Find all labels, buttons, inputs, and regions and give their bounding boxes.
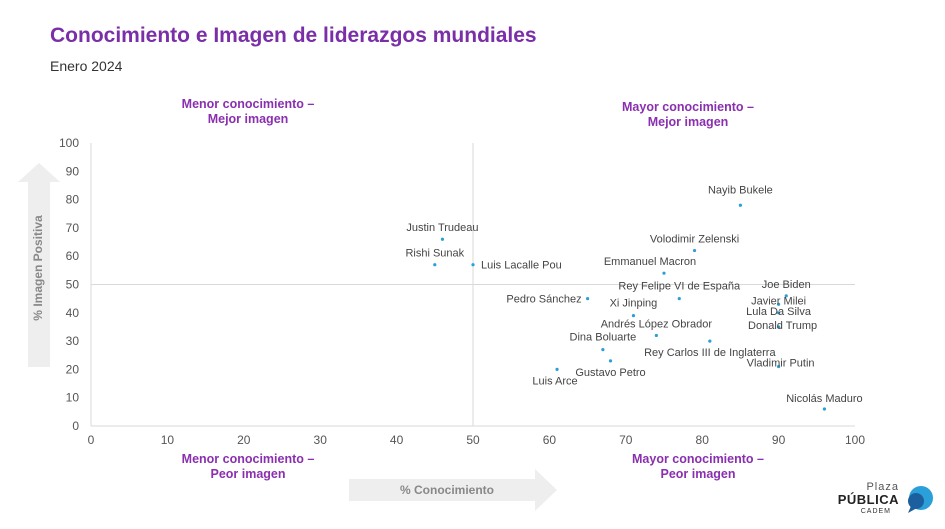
x-tick-label: 60 [543,433,557,447]
data-point [440,237,445,241]
y-tick-label: 40 [66,306,80,320]
x-tick-label: 80 [696,433,710,447]
y-axis-label: % Imagen Positiva [31,215,45,321]
data-point [777,302,781,306]
data-point [662,271,666,275]
data-point-label: Rey Felipe VI de España [618,281,741,293]
data-point [784,294,788,298]
data-point [822,407,827,411]
data-point [777,311,781,315]
speech-bubble-icon [908,486,933,513]
y-axis-arrow [18,163,60,367]
data-point-label: Xi Jinping [610,298,658,310]
page-title: Conocimiento e Imagen de liderazgos mund… [50,24,537,47]
y-tick-label: 30 [66,334,80,348]
x-tick-label: 90 [772,433,786,447]
quadrant-label-bottom-right: Mayor conocimiento – Peor imagen [632,452,764,481]
data-point-label: Volodimir Zelenski [650,234,739,246]
y-tick-label: 50 [66,278,80,292]
data-point-label: Justin Trudeau [406,222,478,234]
data-point-label: Donald Trump [748,320,817,332]
data-point [677,297,681,301]
data-point [738,203,743,207]
x-axis-label: % Conocimiento [400,483,494,497]
data-point-label: Dina Boluarte [570,332,637,344]
data-point [555,367,559,371]
x-tick-label: 20 [237,433,251,447]
data-point-label: Vladimir Putin [747,358,815,370]
data-point [708,339,712,343]
x-tick-label: 100 [845,433,865,447]
data-point-label: Andrés López Obrador [601,318,713,330]
y-tick-label: 0 [72,419,79,433]
quadrant-label-bottom-left: Menor conocimiento – Peor imagen [181,452,315,481]
data-point-label: Javier Milei [751,295,806,307]
data-point-label: Emmanuel Macron [604,256,696,268]
data-point [608,359,613,363]
plaza-publica-logo: Plaza PÚBLICA CADEM [838,481,935,521]
data-point [654,333,658,338]
y-tick-label: 60 [66,249,80,263]
data-point-label: Joe Biden [762,279,811,291]
x-axis-arrow [349,469,557,511]
data-point [631,314,636,318]
y-tick-label: 90 [66,164,80,178]
data-point [471,263,475,267]
data-point-label: Luis Arce [532,375,577,387]
data-point [692,248,697,253]
data-point-label: Nayib Bukele [708,184,773,196]
y-tick-label: 10 [66,391,80,405]
data-point-label: Gustavo Petro [575,367,645,379]
quadrant-label-top-left: Menor conocimiento – Mejor imagen [181,97,315,126]
x-tick-label: 40 [390,433,404,447]
y-tick-label: 100 [59,136,79,150]
x-tick-label: 10 [161,433,175,447]
x-tick-label: 30 [314,433,328,447]
data-point-label: Luis Lacalle Pou [481,260,562,272]
y-tick-label: 80 [66,193,80,207]
x-tick-label: 50 [466,433,480,447]
data-point [433,263,437,267]
data-point-label: Lula Da Silva [746,306,812,318]
data-point [777,325,781,329]
data-point-label: Pedro Sánchez [506,294,581,306]
y-tick-label: 20 [66,362,80,376]
page-subtitle: Enero 2024 [50,58,123,74]
data-point [586,297,590,301]
data-point-label: Nicolás Maduro [786,393,862,405]
data-point [777,364,781,369]
x-tick-label: 0 [88,433,95,447]
y-tick-label: 70 [66,221,80,235]
x-tick-label: 70 [619,433,633,447]
data-point-label: Rey Carlos III de Inglaterra [644,347,776,359]
data-point [601,347,605,352]
quadrant-label-top-right: Mayor conocimiento – Mejor imagen [622,100,754,129]
data-point-label: Rishi Sunak [405,248,464,260]
